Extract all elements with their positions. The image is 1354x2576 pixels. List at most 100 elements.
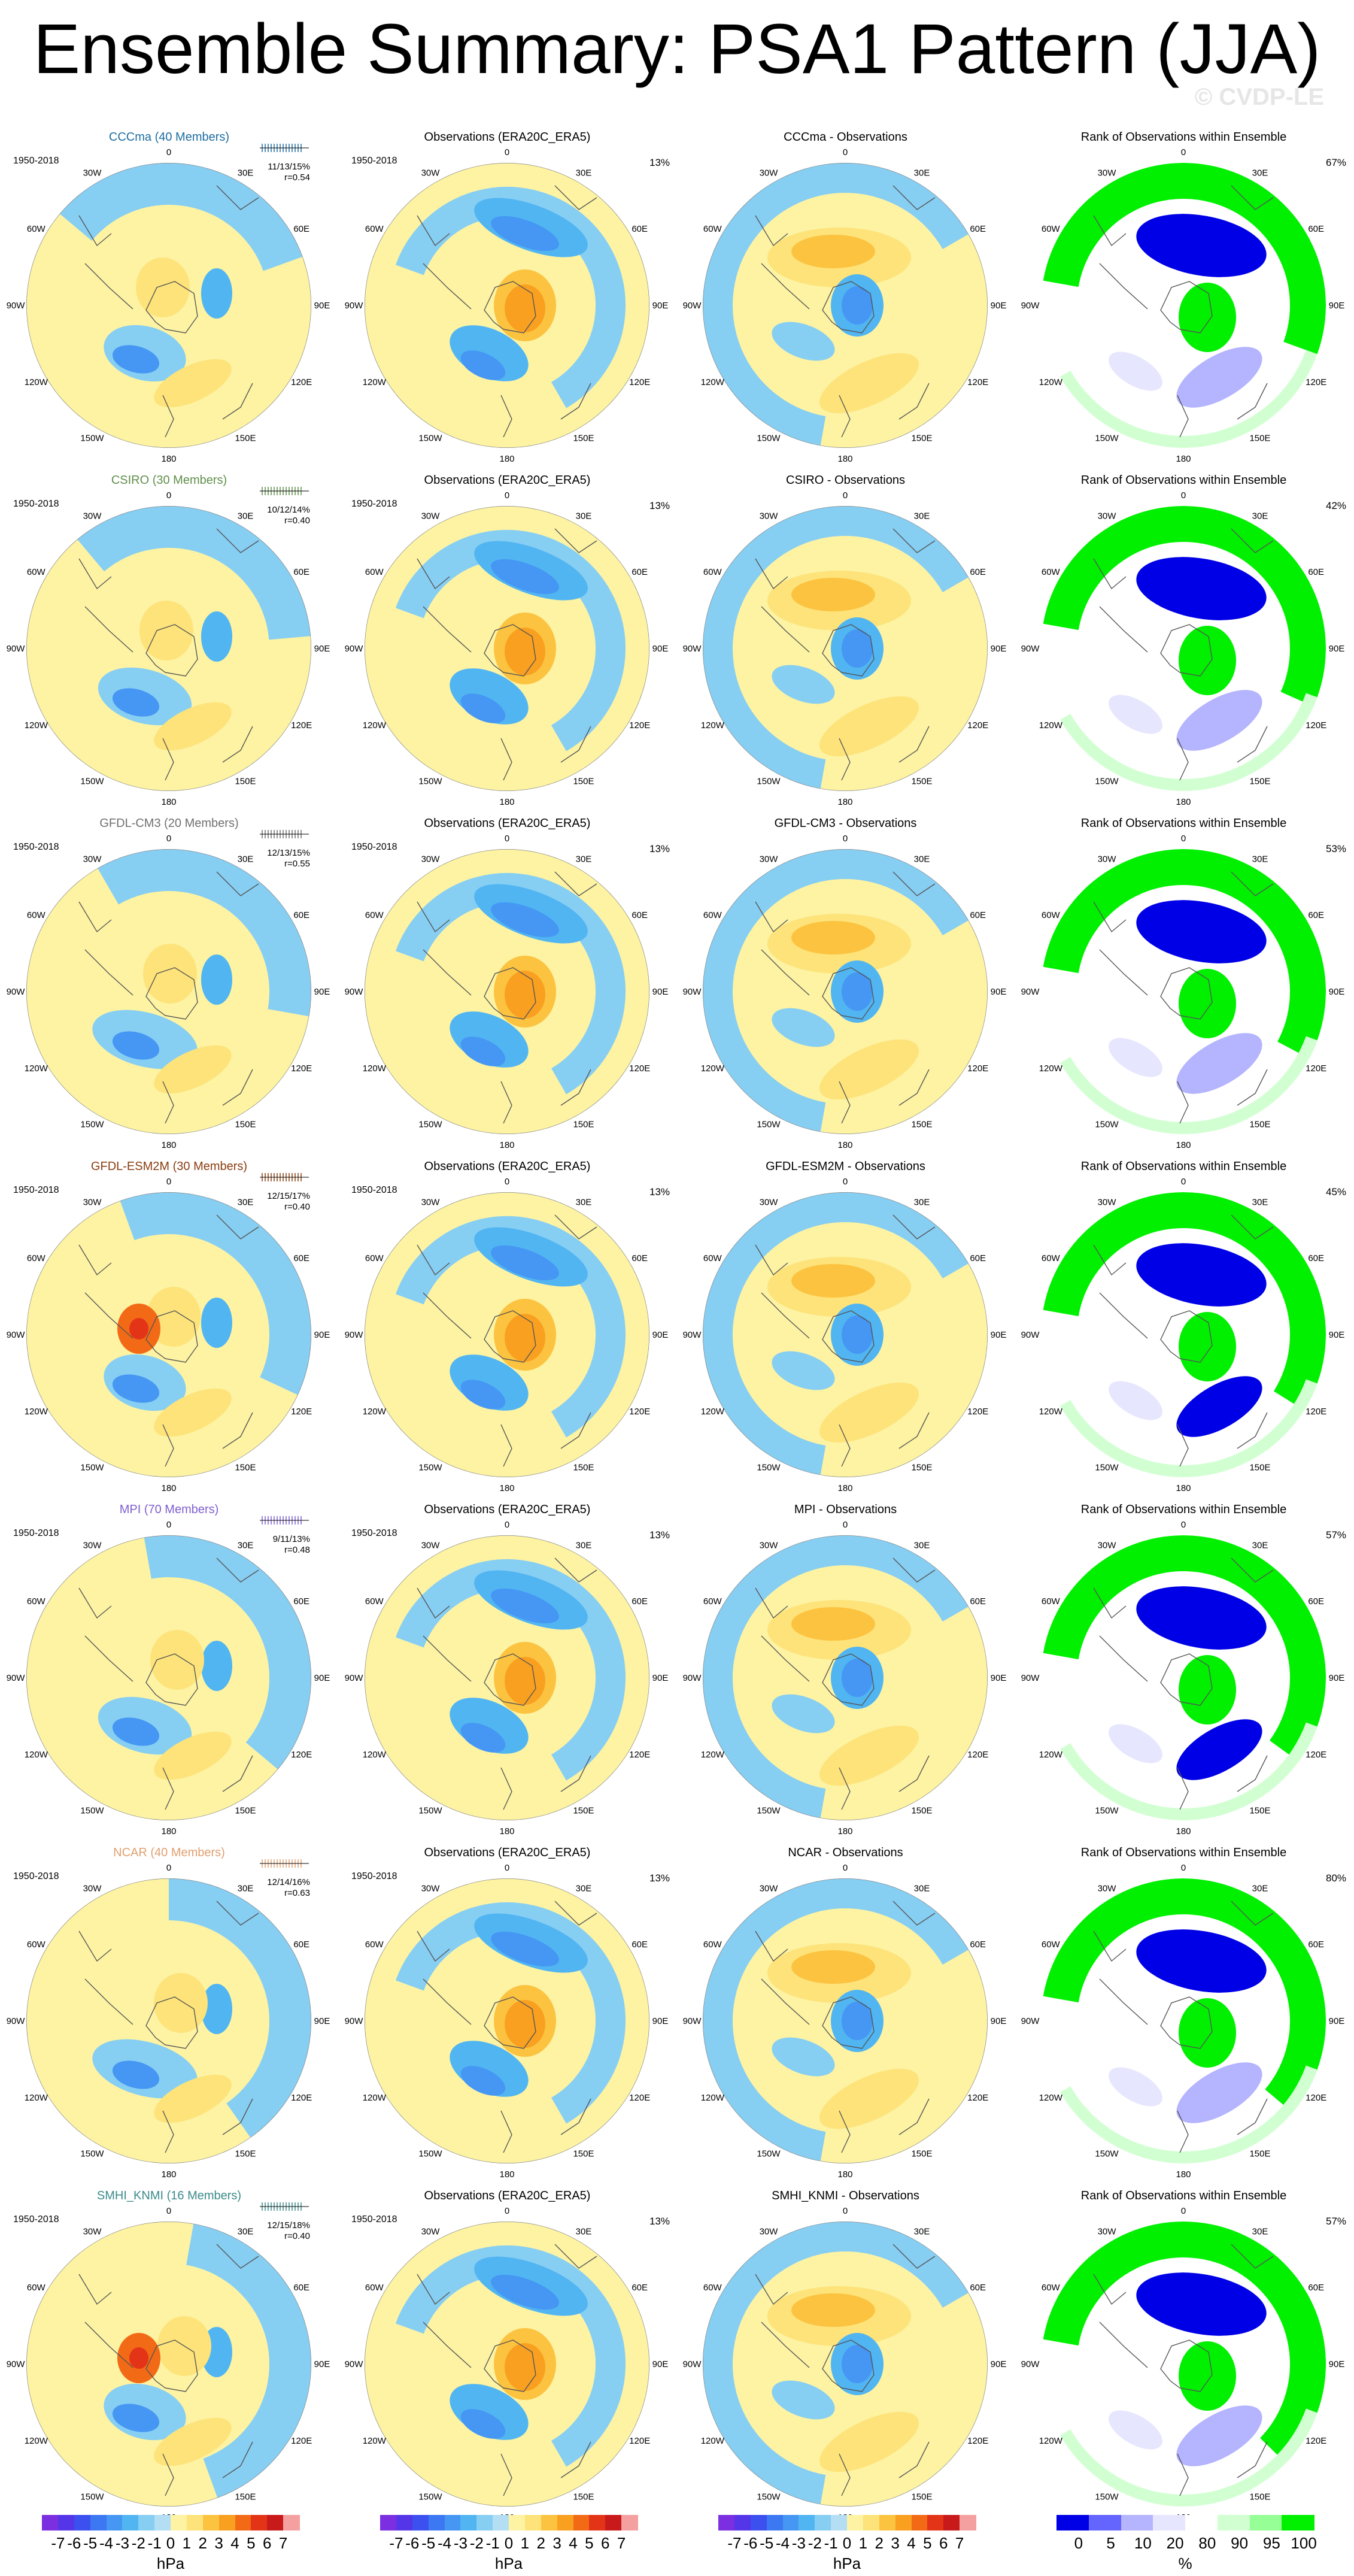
longitude-label: 90E <box>652 1673 669 1683</box>
longitude-label: 0 <box>843 2206 848 2216</box>
longitude-label: 60E <box>632 224 648 234</box>
panel-rank: Rank of Observations within Ensemble 57% 0… <box>1015 1498 1353 1842</box>
longitude-label: 60W <box>27 567 46 577</box>
longitude-label: 150E <box>911 2149 932 2159</box>
longitude-label: 0 <box>1181 2206 1186 2216</box>
negative-anomaly <box>112 1717 160 1746</box>
positive-anomaly <box>154 2074 232 2123</box>
colorbar-tick: 3 <box>214 2534 223 2552</box>
longitude-label: 30W <box>83 1883 102 1893</box>
longitude-label: 0 <box>843 1520 848 1530</box>
panel-diff: MPI - Observations 0 30E 60E 90E 120E 150E 180 1… <box>676 1498 1015 1842</box>
positive-anomaly <box>791 235 875 268</box>
longitude-label: 150E <box>911 1120 932 1130</box>
ensemble-stats: 12/13/15% r=0.55 <box>244 848 310 869</box>
longitude-label: 0 <box>505 490 509 501</box>
colorbar-swatch <box>1217 2515 1250 2530</box>
negative-anomaly <box>491 559 559 595</box>
longitude-label: 30W <box>83 511 102 521</box>
colorbar-swatch <box>186 2515 204 2530</box>
longitude-label: 30E <box>1252 1883 1268 1893</box>
longitude-label: 30W <box>1098 168 1117 178</box>
longitude-label: 90W <box>7 644 26 654</box>
rank-low-area <box>1136 557 1267 620</box>
coastline <box>755 871 936 1124</box>
rank-light-band <box>1059 1722 1317 1820</box>
longitude-label: 150E <box>573 1120 594 1130</box>
longitude-label: 90E <box>314 1330 330 1340</box>
positive-anomaly <box>791 2293 875 2327</box>
coastline <box>78 1557 259 1810</box>
longitude-label: 120W <box>25 1750 48 1760</box>
longitude-label: 120E <box>291 720 312 731</box>
colorbar-tick: -4 <box>775 2534 790 2552</box>
longitude-label: 180 <box>1176 454 1191 464</box>
coastline <box>755 2244 936 2496</box>
longitude-label: 150W <box>757 2149 781 2159</box>
longitude-label: 120E <box>967 1063 988 1074</box>
rank-percent: 53% <box>1326 843 1347 854</box>
negative-anomaly <box>201 1641 232 1691</box>
panel-title: Observations (ERA20C_ERA5) <box>424 1846 591 1859</box>
colorbar-tick: -2 <box>469 2534 484 2552</box>
period-label: 1950-2018 <box>351 842 397 852</box>
longitude-label: 60E <box>1308 1596 1324 1607</box>
longitude-label: 180 <box>1176 1826 1191 1836</box>
longitude-label: 60W <box>703 910 722 920</box>
longitude-label: 0 <box>1181 147 1186 157</box>
longitude-label: 30E <box>1252 1540 1268 1550</box>
colorbar-swatch <box>943 2515 960 2530</box>
longitude-label: 150W <box>1095 1463 1119 1473</box>
longitude-label: 60E <box>1308 1253 1324 1263</box>
colorbar-tick: 0 <box>842 2534 852 2552</box>
longitude-label: 90W <box>1021 2359 1040 2369</box>
longitude-label: 120E <box>291 2093 312 2103</box>
colorbar-swatch <box>154 2515 171 2530</box>
longitude-label: 60E <box>970 1939 986 1950</box>
longitude-label: 90E <box>991 1673 1007 1683</box>
rank-low-area <box>1176 690 1262 751</box>
rank-very-light-area <box>1109 1724 1162 1763</box>
longitude-label: 30E <box>576 1197 592 1207</box>
longitude-label: 0 <box>166 1520 171 1530</box>
longitude-label: 120W <box>701 2093 725 2103</box>
longitude-label: 120E <box>1306 1407 1326 1417</box>
longitude-label: 60E <box>970 567 986 577</box>
negative-anomaly <box>201 1984 232 2034</box>
longitude-label: 120E <box>1306 2436 1326 2446</box>
longitude-label: 150E <box>235 2149 256 2159</box>
longitude-label: 30E <box>576 1540 592 1550</box>
longitude-label: 150W <box>757 434 781 444</box>
longitude-label: 30W <box>421 854 441 864</box>
positive-anomaly <box>143 944 197 1004</box>
rank-light-band <box>1059 1379 1317 1477</box>
panel-model: MPI (70 Members) 1950-2018 9/11/13% r=0.48 0… <box>0 1498 338 1842</box>
longitude-label: 120E <box>629 2093 650 2103</box>
longitude-label: 60W <box>703 1253 722 1263</box>
longitude-label: 60W <box>365 1596 384 1607</box>
longitude-label: 150W <box>80 2492 104 2502</box>
longitude-label: 30E <box>576 854 592 864</box>
coastline <box>755 1901 936 2153</box>
negative-ring <box>168 1878 311 2138</box>
negative-anomaly <box>842 2002 873 2040</box>
colorbar-swatch <box>74 2515 91 2530</box>
longitude-label: 0 <box>505 1520 509 1530</box>
longitude-label: 150W <box>80 1463 104 1473</box>
panel-obs: Observations (ERA20C_ERA5) 1950-2018 13% 0 3… <box>338 1841 676 2186</box>
longitude-label: 150E <box>911 2492 932 2502</box>
longitude-label: 120E <box>291 377 312 387</box>
longitude-label: 60W <box>703 224 722 234</box>
panel-obs: Observations (ERA20C_ERA5) 1950-2018 13% 0 3… <box>338 469 676 813</box>
positive-anomaly <box>154 1973 208 2033</box>
colorbar-tick: -4 <box>99 2534 114 2552</box>
positive-anomaly <box>154 1388 232 1437</box>
longitude-label: 180 <box>161 797 176 807</box>
longitude-label: 60E <box>1308 2283 1324 2293</box>
longitude-label: 150W <box>1095 2492 1119 2502</box>
